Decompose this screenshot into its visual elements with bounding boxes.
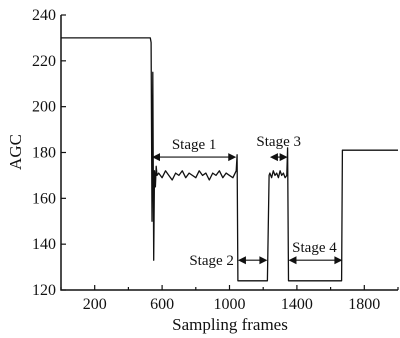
x-axis-title: Sampling frames [172,315,288,334]
y-tick-label: 200 [32,99,56,116]
tick-labels: 120 140 160 180 200 220 240 200 600 1000 1400 1800 [32,7,380,313]
stage-arrow [288,256,343,265]
x-tick-label: 600 [150,296,174,313]
y-tick-label: 140 [32,236,56,253]
stage-arrow [237,256,268,265]
y-tick-label: 220 [32,53,56,70]
stage-label: Stage 3 [256,134,301,150]
y-tick-label: 180 [32,145,56,162]
stage-label: Stage 2 [189,253,234,269]
plot-area [61,37,398,282]
stage-arrow [269,153,288,162]
x-tick-label: 200 [83,296,107,313]
stage-label: Stage 1 [172,137,217,153]
agc-series-line [61,37,398,282]
stage-label: Stage 4 [292,240,337,256]
stage-arrow [151,153,237,162]
y-tick-label: 120 [32,282,56,299]
y-tick-label: 240 [32,7,56,24]
axis-frame [60,15,398,291]
y-tick-label: 160 [32,190,56,207]
axes [60,14,399,291]
y-axis-title: AGC [6,134,25,170]
x-tick-label: 1800 [348,296,380,313]
stage-annotations: Stage 1 Stage 2 Stage 3 Stage 4 [151,134,343,269]
x-tick-label: 1400 [281,296,313,313]
x-tick-label: 1000 [214,296,246,313]
